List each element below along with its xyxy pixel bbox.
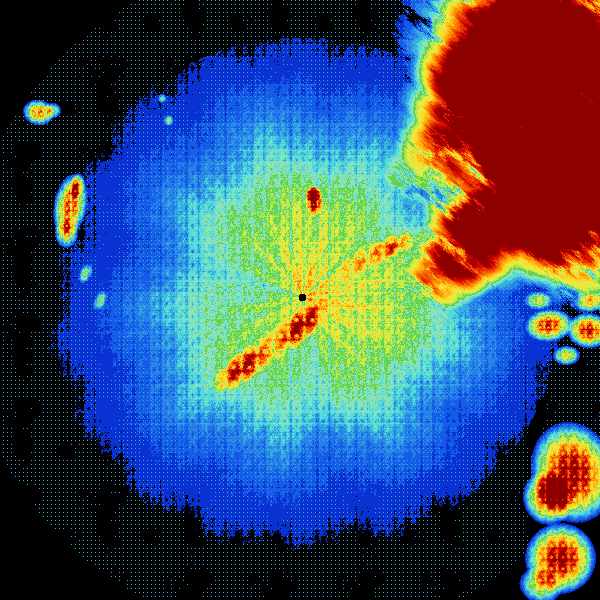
radar-reflectivity-canvas <box>0 0 600 600</box>
radar-image <box>0 0 600 600</box>
